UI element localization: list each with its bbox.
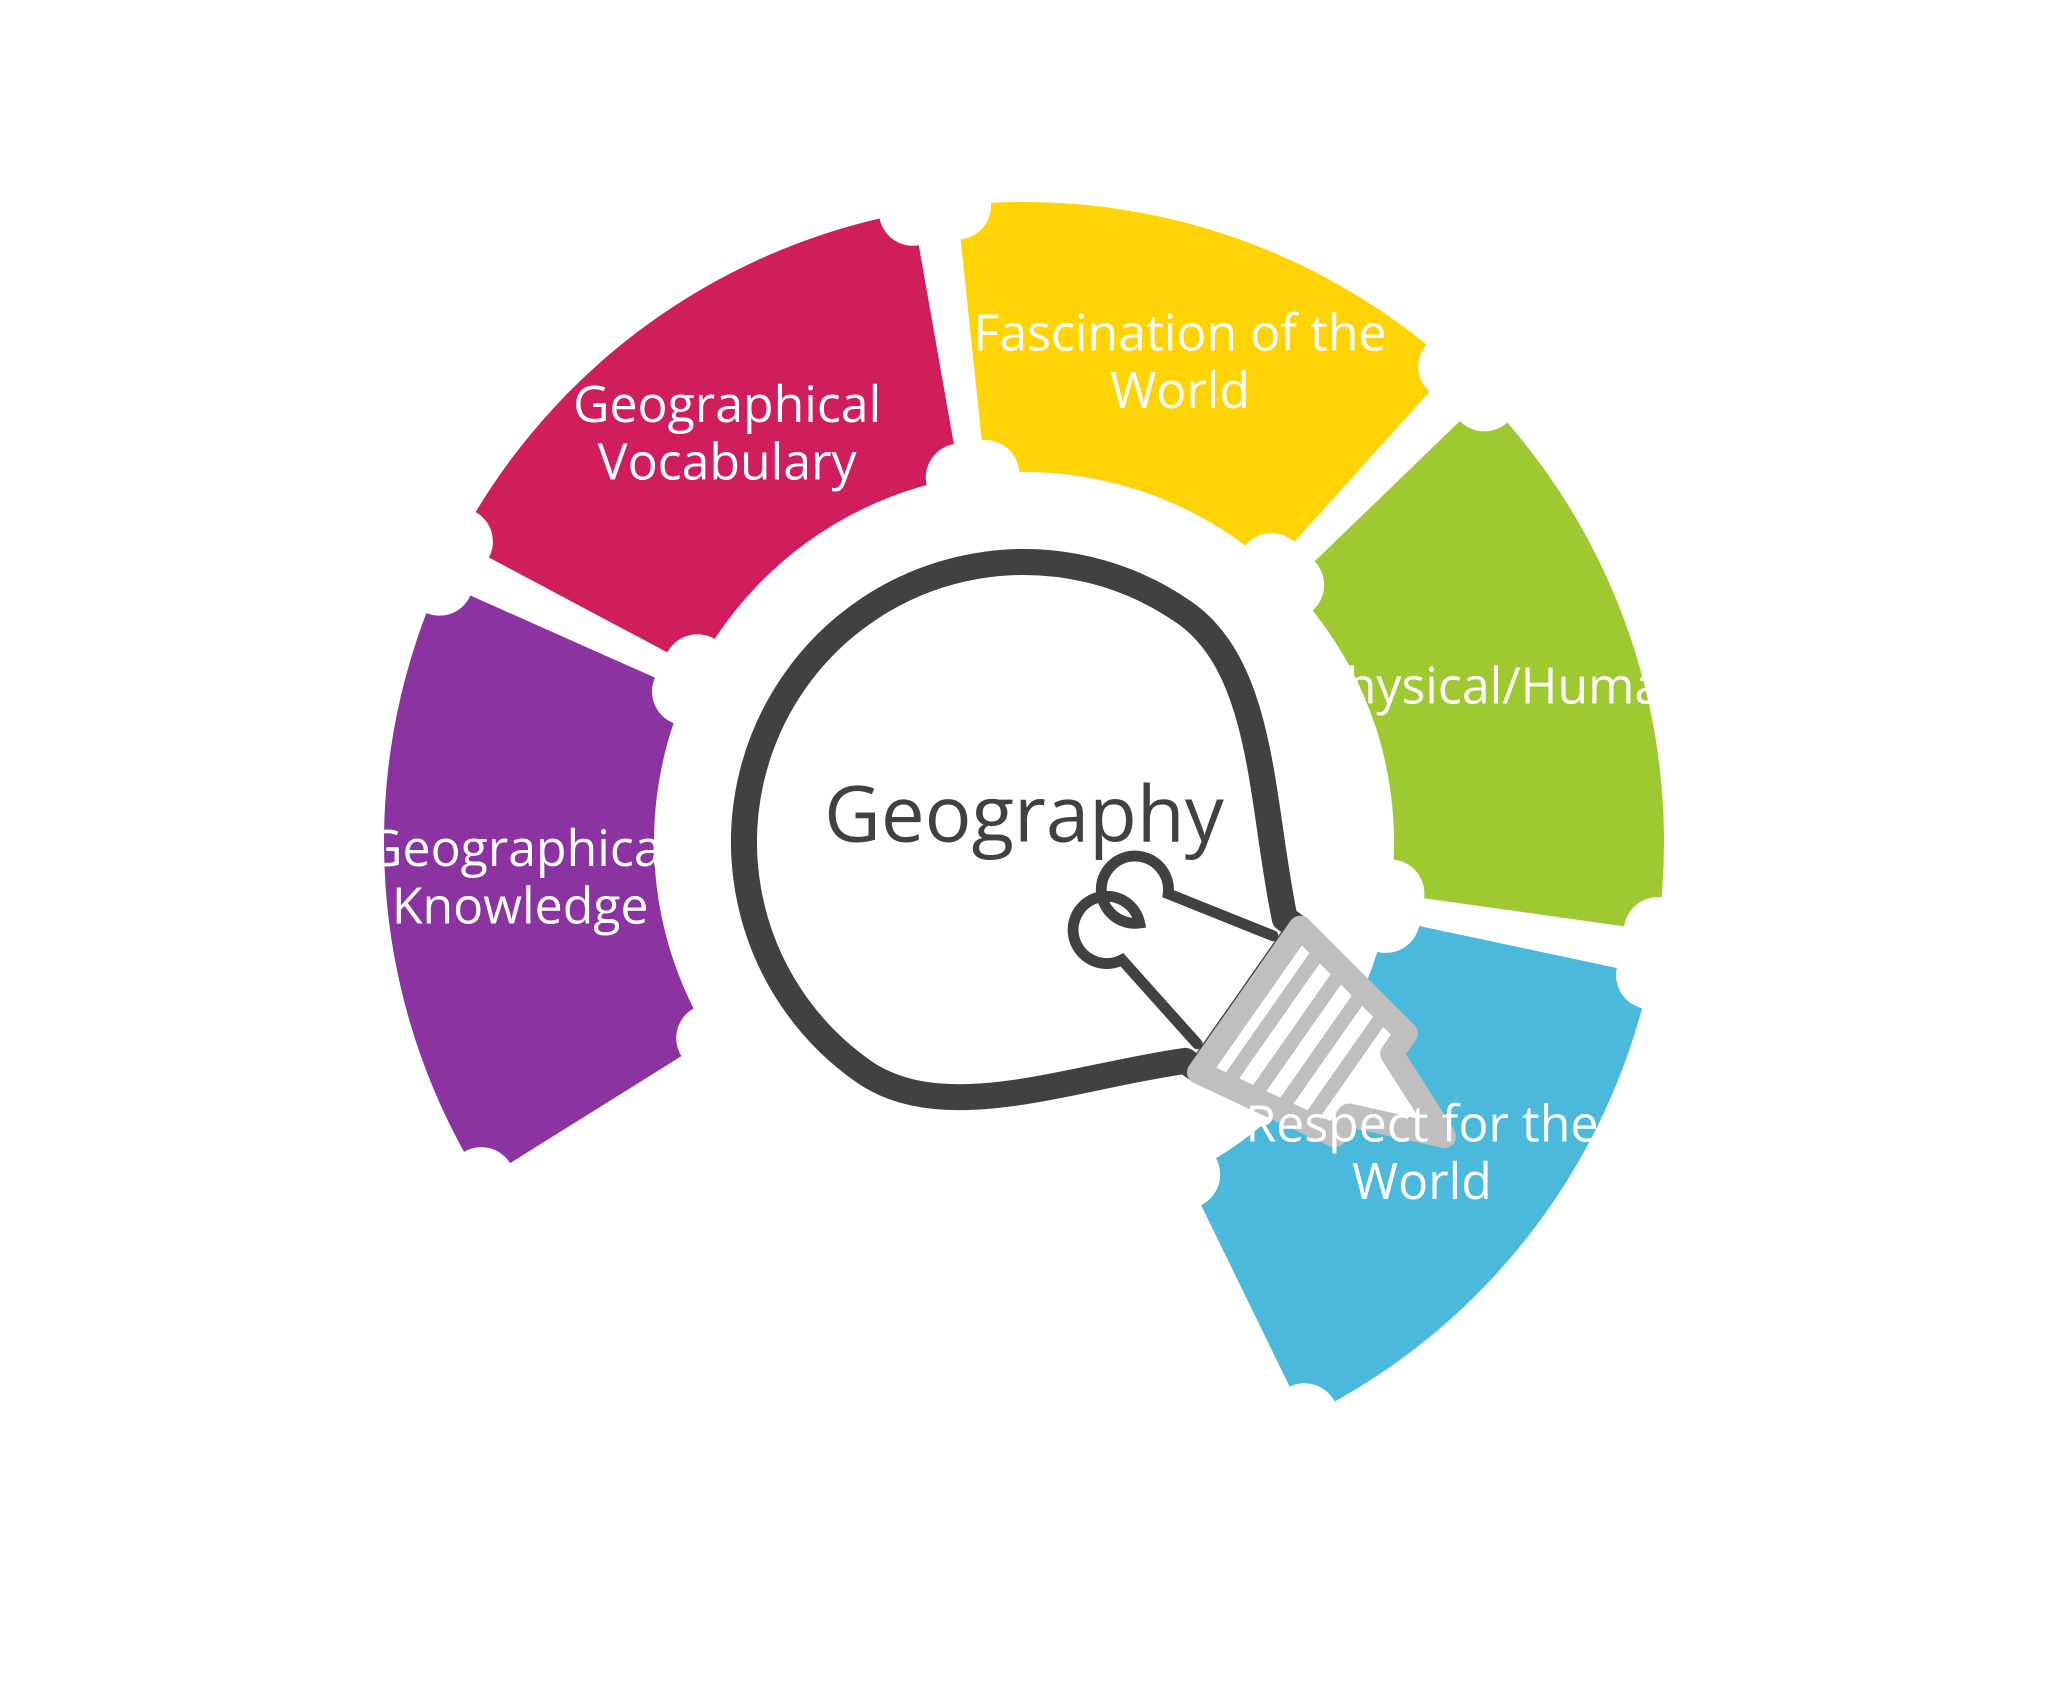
segment-label-physical-human: Physical/Human — [1316, 650, 1693, 718]
center-label: Geography — [824, 758, 1225, 864]
segment-label-geographical-vocabulary: GeographicalVocabulary — [573, 369, 881, 495]
segment-label-geographical-knowledge: GeographicalKnowledge — [366, 812, 674, 938]
geography-infographic: Geography GeographicalKnowledge Geographi… — [204, 62, 1844, 1622]
